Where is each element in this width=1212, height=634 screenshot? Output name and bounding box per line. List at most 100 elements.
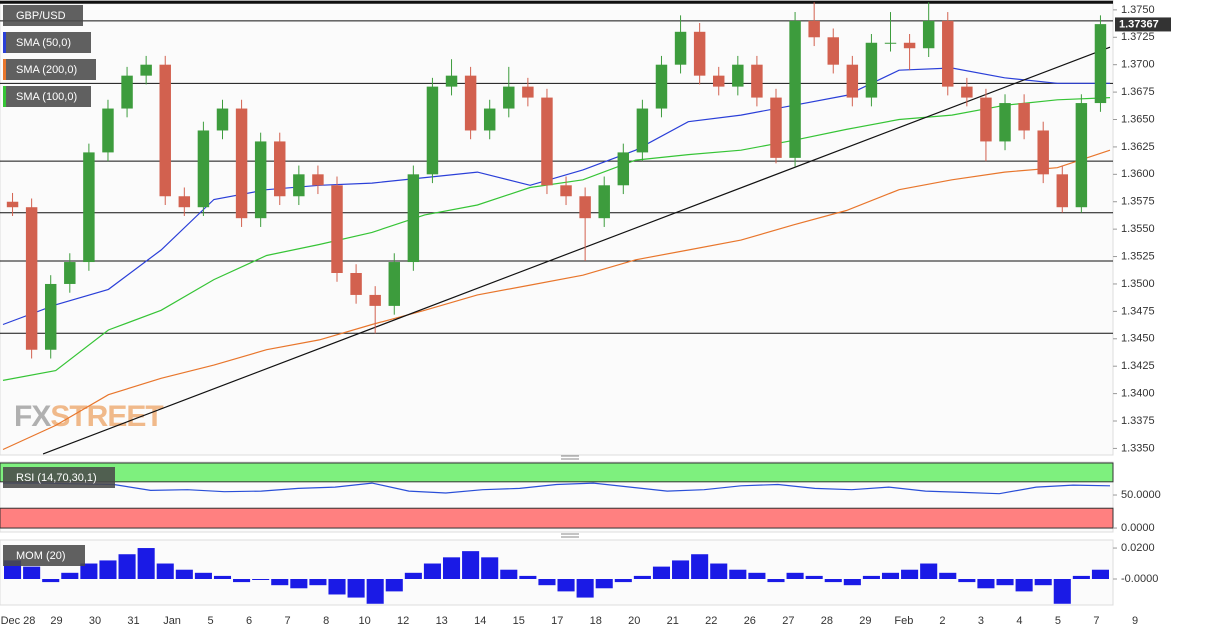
candle-body [64,262,76,284]
candle-body [121,75,133,109]
mom-bar [442,557,461,579]
candle-body [770,97,782,158]
sma-line [2,149,1111,451]
candle-body [751,64,763,98]
candle-body [827,37,839,65]
mom-bar [194,572,212,579]
candle-body [808,20,820,38]
x-tick-label: 8 [323,615,329,627]
mom-bar [996,579,1014,586]
candle-body [293,174,305,197]
x-tick-label: 17 [551,615,563,627]
candle-body [980,97,992,142]
y-tick-label: 1.3600 [1121,168,1155,180]
mom-bar [614,579,632,583]
mom-bar [481,557,499,579]
candle-body [865,42,878,98]
candle-body [6,201,19,208]
mom-bar [729,569,747,579]
candle-body [655,64,668,109]
mom-bar [958,579,976,583]
oversold-zone [0,507,1114,529]
sma-line [2,67,1110,326]
mom-bar [767,579,785,583]
candle-body [1018,103,1030,131]
mom-bar [843,579,861,586]
legend-swatch [3,59,6,80]
legend-box [3,467,115,488]
mom-bar [137,548,155,579]
candle-body [503,86,515,109]
y-tick-label: 1.3750 [1121,4,1155,16]
rsi-line [3,482,1111,495]
candle-body [961,86,973,98]
candle-body [407,174,420,263]
mom-bar [271,579,289,586]
x-tick-label: 31 [127,615,139,627]
mom-bar [672,560,690,579]
mom-bar [1034,579,1052,586]
candle-body [216,108,229,131]
mom-bar [595,579,613,589]
candle-body [732,64,744,87]
mom-bar [977,579,995,589]
x-tick-label: 28 [821,615,833,627]
legend-box [3,32,91,53]
y-tick-label: -0.0000 [1121,573,1158,585]
candle-body [197,130,210,208]
candle-body [483,108,496,131]
legend-swatch [3,86,6,107]
x-tick-label: 18 [590,615,602,627]
y-tick-label: 1.3525 [1121,250,1155,262]
mom-bar [385,579,403,592]
mom-bar [691,554,709,579]
candle-body [1094,24,1107,104]
mom-bar [290,579,308,589]
legend-box [3,59,96,80]
mom-bar [786,572,804,579]
trend-line [42,46,1111,455]
legend-label: SMA (200,0) [16,64,77,76]
candle-body [159,64,171,197]
mom-bar [538,579,556,586]
mom-bar [156,563,174,579]
mom-bar [805,575,823,579]
mom-bar [652,566,671,579]
candle-body [903,42,916,49]
x-tick-label: 10 [359,615,371,627]
mom-bar [939,572,957,579]
mom-bar [1053,579,1071,604]
watermark: FXSTREET [14,400,163,433]
mom-bar [366,579,384,604]
candle-body [426,86,439,175]
y-tick-label: 1.3700 [1121,59,1155,71]
candle-body [789,20,801,158]
y-tick-label: 1.3400 [1121,388,1155,400]
legend-label: RSI (14,70,30,1) [16,472,97,484]
y-tick-label: 0.0200 [1121,542,1155,554]
candle-body [1056,174,1069,208]
mom-bar [519,575,537,579]
candle-body [83,152,95,263]
mom-bar [309,579,327,586]
candle-body [560,185,572,197]
candle-body [1075,103,1088,208]
x-tick-label: 20 [628,615,640,627]
mom-bar [175,569,193,579]
legend-box [3,86,91,107]
candle-body [713,75,725,87]
candle-body [579,196,591,219]
mom-bar [99,560,117,579]
mom-bar [213,575,232,579]
legend-box [3,545,85,566]
mom-bar [500,569,518,579]
mom-bar [404,572,422,579]
x-tick-label: 2 [939,615,945,627]
main-panel [0,0,1114,456]
y-tick-label: 1.3625 [1121,141,1155,153]
x-tick-label: Feb [894,615,913,627]
x-tick-label: Jan [163,615,181,627]
legend-label: SMA (100,0) [16,91,77,103]
mom-bar [920,563,938,579]
y-tick-label: 1.3550 [1121,223,1155,235]
